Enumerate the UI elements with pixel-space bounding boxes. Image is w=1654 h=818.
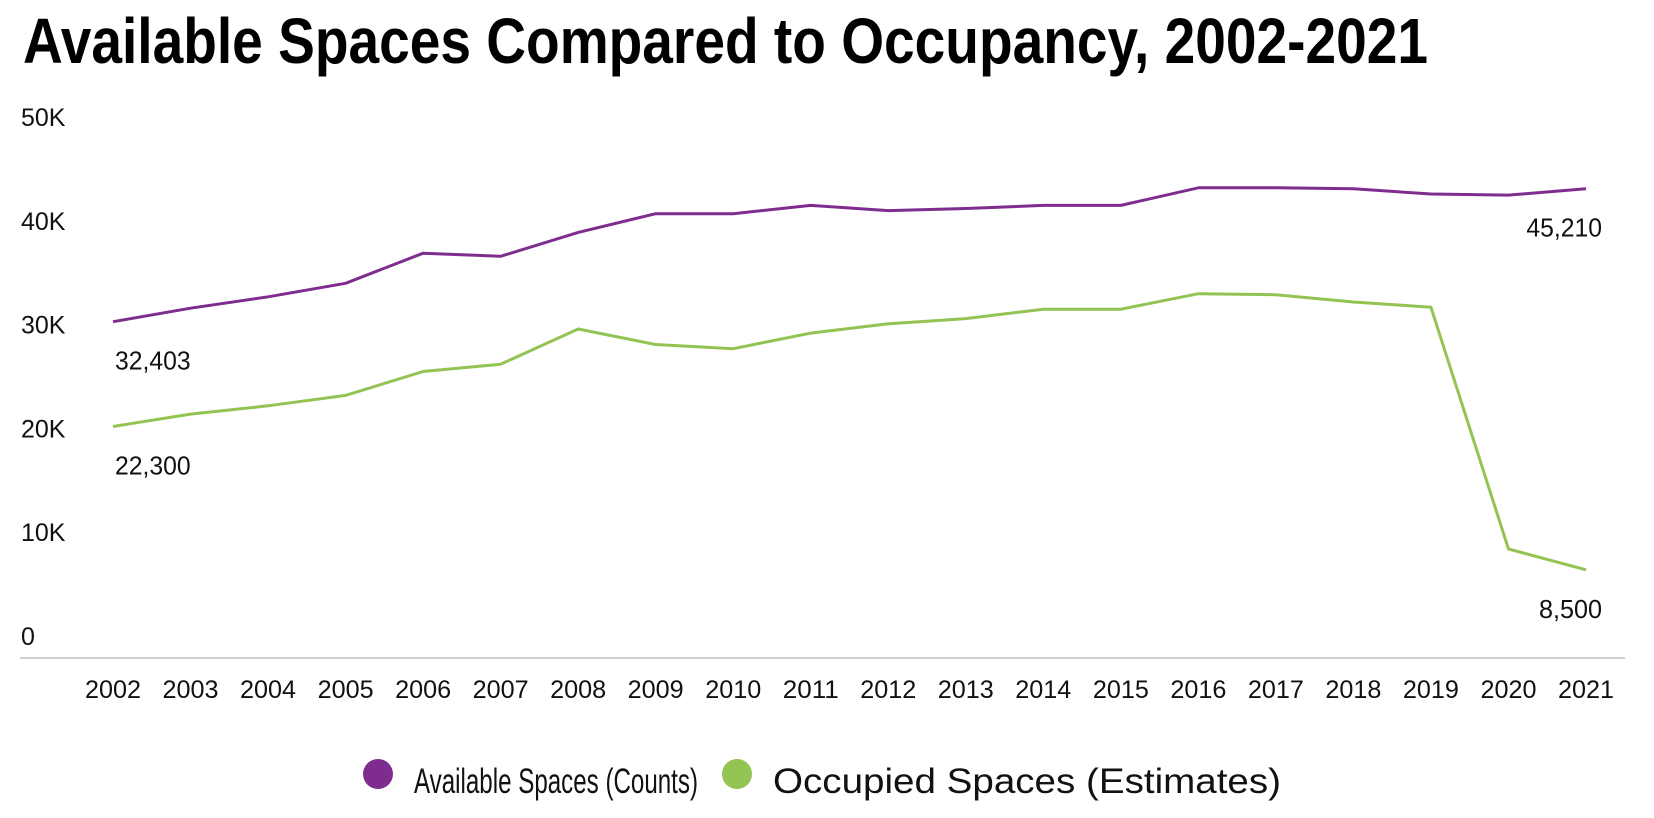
data-point [189,413,192,416]
x-tick-label: 2018 [1325,676,1381,704]
x-tick-label: 2021 [1558,676,1614,704]
data-labels: 32,403 45,210 22,300 8,500 [115,213,1602,624]
data-point [112,425,115,428]
series-line-1 [112,292,1587,572]
data-point [1352,187,1355,190]
data-label: 32,403 [115,346,191,376]
data-point [1197,186,1200,189]
data-point [1119,308,1122,311]
legend: Available Spaces (Counts) Occupied Spaces… [363,759,1281,801]
data-point [344,282,347,285]
x-tick-label: 2005 [318,676,374,704]
x-tick-label: 2015 [1093,676,1149,704]
data-label: 22,300 [115,451,191,481]
x-tick-label: 2019 [1403,676,1459,704]
x-tick-label: 2012 [860,676,916,704]
data-point [654,343,657,346]
x-tick-label: 2014 [1015,676,1071,704]
legend-label: Occupied Spaces (Estimates) [773,762,1281,801]
data-point [577,231,580,234]
x-tick-label: 2007 [473,676,529,704]
data-point [344,394,347,397]
data-point [1274,293,1277,296]
legend-item[interactable]: Occupied Spaces (Estimates) [722,759,1281,801]
x-tick-label: 2017 [1248,676,1304,704]
data-point [809,332,812,335]
legend-swatch-icon [363,759,393,789]
x-tick-label: 2020 [1480,676,1536,704]
data-point [1507,548,1510,551]
data-point [887,322,890,325]
x-tick-label: 2006 [395,676,451,704]
x-tick-label: 2008 [550,676,606,704]
data-point [1585,568,1588,571]
x-tick-label: 2004 [240,676,296,704]
x-tick-label: 2010 [705,676,761,704]
y-tick-label: 20K [21,415,66,443]
data-point [1197,292,1200,295]
data-point [422,370,425,373]
data-point [189,307,192,310]
data-point [809,204,812,207]
y-tick-label: 10K [21,519,66,547]
y-tick-label: 0 [21,623,35,651]
y-tick-label: 50K [21,104,66,132]
legend-item[interactable]: Available Spaces (Counts) [363,759,698,801]
data-point [732,212,735,215]
y-axis: 0 10K 20K 30K 40K 50K [21,104,66,651]
data-point [499,255,502,258]
data-point [1042,308,1045,311]
data-point [1352,300,1355,303]
data-point [1119,204,1122,207]
data-label: 45,210 [1526,213,1602,243]
y-tick-label: 40K [21,208,66,236]
series-layer [112,186,1588,572]
data-point [1429,193,1432,196]
data-point [499,363,502,366]
data-point [964,207,967,210]
x-tick-label: 2011 [783,676,839,704]
y-tick-label: 30K [21,312,66,340]
data-point [577,327,580,330]
legend-label: Available Spaces (Counts) [414,762,698,801]
data-point [422,252,425,255]
data-point [1042,204,1045,207]
data-point [654,212,657,215]
series-line-0 [112,186,1587,324]
x-tick-label: 2009 [628,676,684,704]
data-point [267,295,270,298]
data-point [887,209,890,212]
data-point [1507,194,1510,197]
data-point [1585,187,1588,190]
x-tick-label: 2016 [1170,676,1226,704]
data-label: 8,500 [1539,594,1602,624]
x-tick-label: 2013 [938,676,994,704]
x-tick-label: 2002 [85,676,141,704]
x-tick-label: 2003 [163,676,219,704]
data-point [267,404,270,407]
x-axis: 2002 2003 2004 2005 2006 2007 2008 2009 2010 2011… [85,676,1614,704]
data-point [1429,306,1432,309]
data-point [1274,186,1277,189]
data-point [964,317,967,320]
data-point [732,347,735,350]
chart-title: Available Spaces Compared to Occupancy, … [23,5,1428,77]
data-point [112,320,115,323]
legend-swatch-icon [722,759,752,789]
